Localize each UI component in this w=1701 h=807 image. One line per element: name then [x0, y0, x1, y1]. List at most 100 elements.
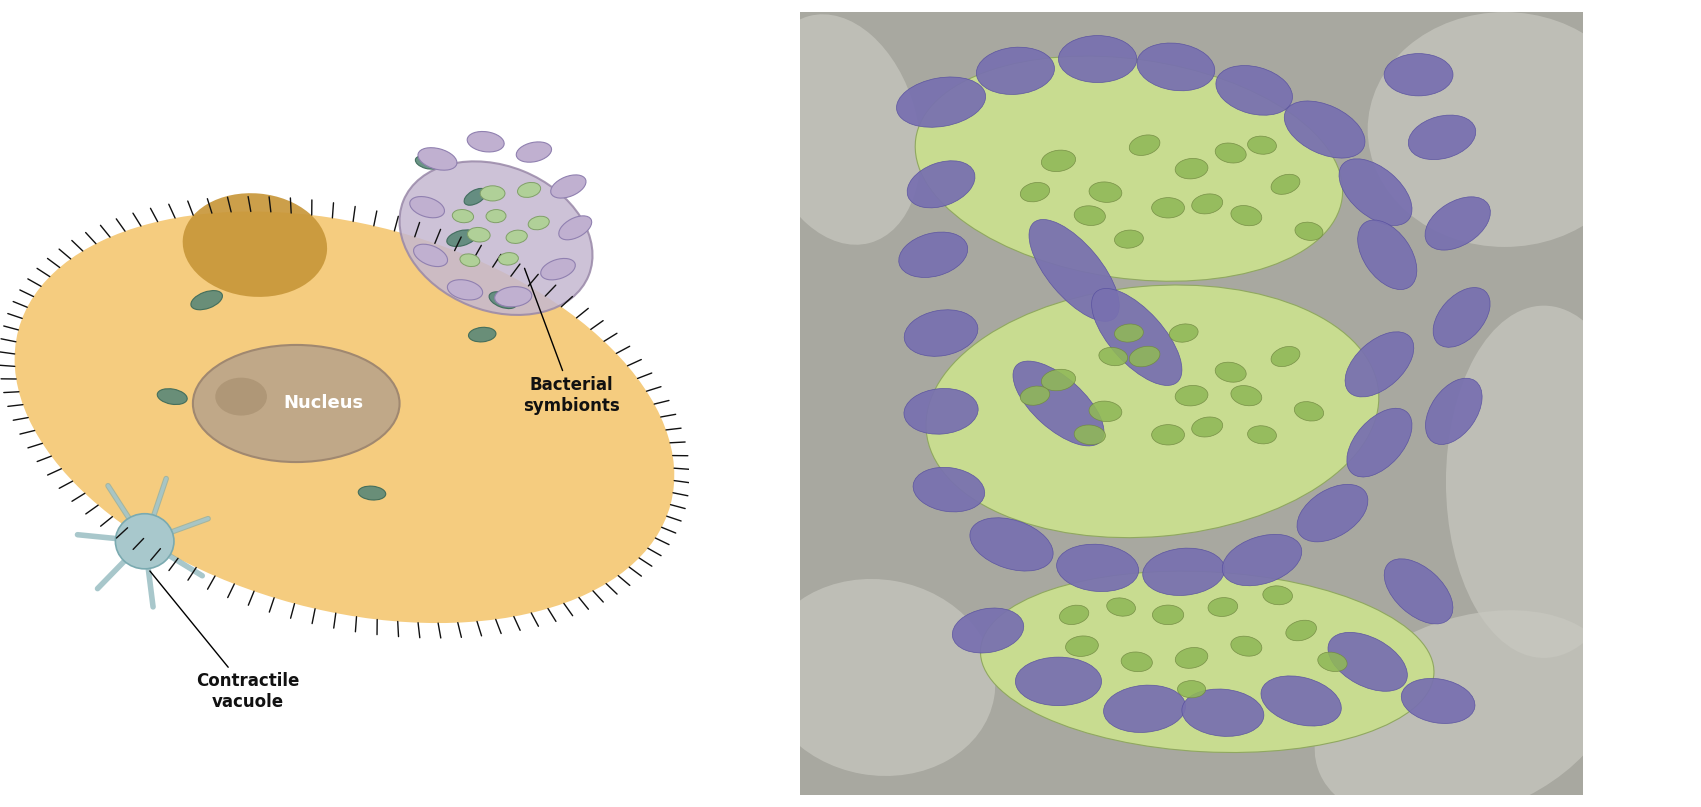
- Ellipse shape: [1260, 676, 1342, 726]
- Ellipse shape: [1408, 115, 1476, 160]
- Ellipse shape: [1073, 425, 1106, 445]
- Ellipse shape: [480, 186, 505, 201]
- Ellipse shape: [976, 47, 1055, 94]
- Ellipse shape: [980, 571, 1434, 752]
- Ellipse shape: [490, 292, 517, 308]
- Ellipse shape: [896, 77, 985, 128]
- Ellipse shape: [1114, 230, 1143, 249]
- Ellipse shape: [1294, 222, 1323, 240]
- Ellipse shape: [1368, 12, 1641, 247]
- Ellipse shape: [1129, 135, 1160, 156]
- Ellipse shape: [903, 388, 978, 434]
- Ellipse shape: [191, 291, 223, 310]
- Ellipse shape: [468, 328, 497, 342]
- Ellipse shape: [517, 182, 541, 198]
- Ellipse shape: [182, 193, 327, 297]
- Ellipse shape: [116, 514, 174, 569]
- Ellipse shape: [1294, 402, 1323, 421]
- Ellipse shape: [1402, 679, 1475, 724]
- Ellipse shape: [1286, 621, 1317, 641]
- Text: Contractile
vacuole: Contractile vacuole: [150, 571, 299, 711]
- Ellipse shape: [1296, 484, 1368, 541]
- Ellipse shape: [905, 310, 978, 357]
- Ellipse shape: [560, 215, 592, 240]
- Ellipse shape: [452, 210, 473, 223]
- Ellipse shape: [1089, 182, 1123, 203]
- Ellipse shape: [486, 210, 505, 223]
- Ellipse shape: [1216, 65, 1293, 115]
- Ellipse shape: [1232, 636, 1262, 656]
- Ellipse shape: [1345, 332, 1414, 397]
- Ellipse shape: [464, 188, 486, 205]
- Ellipse shape: [1129, 346, 1160, 367]
- Ellipse shape: [1041, 370, 1075, 391]
- Ellipse shape: [1425, 197, 1490, 250]
- Ellipse shape: [1065, 636, 1099, 656]
- Ellipse shape: [1192, 417, 1223, 437]
- Ellipse shape: [1015, 657, 1102, 705]
- Ellipse shape: [1099, 347, 1128, 366]
- Ellipse shape: [1021, 386, 1050, 405]
- Ellipse shape: [498, 253, 519, 265]
- Ellipse shape: [517, 142, 551, 162]
- Ellipse shape: [359, 486, 386, 500]
- Ellipse shape: [1152, 424, 1184, 445]
- Ellipse shape: [970, 518, 1053, 571]
- Ellipse shape: [447, 280, 483, 300]
- Ellipse shape: [400, 161, 592, 315]
- Ellipse shape: [1169, 324, 1198, 342]
- Ellipse shape: [1107, 598, 1136, 617]
- Ellipse shape: [915, 56, 1342, 282]
- Ellipse shape: [1315, 610, 1616, 807]
- Ellipse shape: [1271, 346, 1300, 366]
- Ellipse shape: [1143, 548, 1225, 596]
- Ellipse shape: [1385, 53, 1453, 96]
- Ellipse shape: [192, 345, 400, 462]
- Ellipse shape: [1136, 43, 1215, 90]
- Ellipse shape: [762, 579, 995, 776]
- Ellipse shape: [1058, 36, 1136, 82]
- Text: Bacterial
symbionts: Bacterial symbionts: [524, 268, 621, 415]
- Ellipse shape: [418, 148, 458, 170]
- Ellipse shape: [925, 285, 1380, 537]
- Ellipse shape: [1328, 633, 1407, 692]
- Ellipse shape: [1357, 220, 1417, 290]
- Ellipse shape: [1182, 689, 1264, 736]
- Ellipse shape: [1271, 174, 1300, 194]
- Ellipse shape: [1175, 386, 1208, 406]
- Ellipse shape: [1208, 597, 1238, 617]
- Ellipse shape: [1175, 647, 1208, 668]
- Ellipse shape: [1262, 586, 1293, 604]
- Ellipse shape: [1152, 605, 1184, 625]
- Ellipse shape: [1152, 198, 1184, 218]
- Ellipse shape: [1029, 220, 1119, 321]
- Ellipse shape: [529, 216, 549, 230]
- Ellipse shape: [15, 211, 674, 623]
- Ellipse shape: [1385, 558, 1453, 624]
- Ellipse shape: [1232, 206, 1262, 226]
- Ellipse shape: [1056, 544, 1138, 592]
- Ellipse shape: [1041, 150, 1075, 172]
- Ellipse shape: [1247, 136, 1276, 154]
- Ellipse shape: [1073, 206, 1106, 225]
- Ellipse shape: [216, 378, 267, 416]
- Ellipse shape: [1060, 605, 1089, 625]
- Ellipse shape: [1014, 361, 1104, 446]
- Ellipse shape: [1425, 378, 1482, 445]
- Ellipse shape: [1434, 287, 1490, 347]
- Ellipse shape: [507, 230, 527, 244]
- Ellipse shape: [898, 232, 968, 278]
- Ellipse shape: [953, 608, 1024, 653]
- Ellipse shape: [1284, 101, 1364, 158]
- Ellipse shape: [156, 389, 187, 404]
- Ellipse shape: [907, 161, 975, 208]
- Ellipse shape: [1092, 288, 1182, 386]
- Ellipse shape: [413, 245, 447, 266]
- Ellipse shape: [468, 132, 503, 152]
- Ellipse shape: [1446, 306, 1641, 658]
- Ellipse shape: [1232, 386, 1262, 406]
- Ellipse shape: [1318, 652, 1347, 671]
- Ellipse shape: [468, 228, 490, 242]
- Ellipse shape: [1121, 652, 1152, 671]
- Ellipse shape: [1192, 194, 1223, 214]
